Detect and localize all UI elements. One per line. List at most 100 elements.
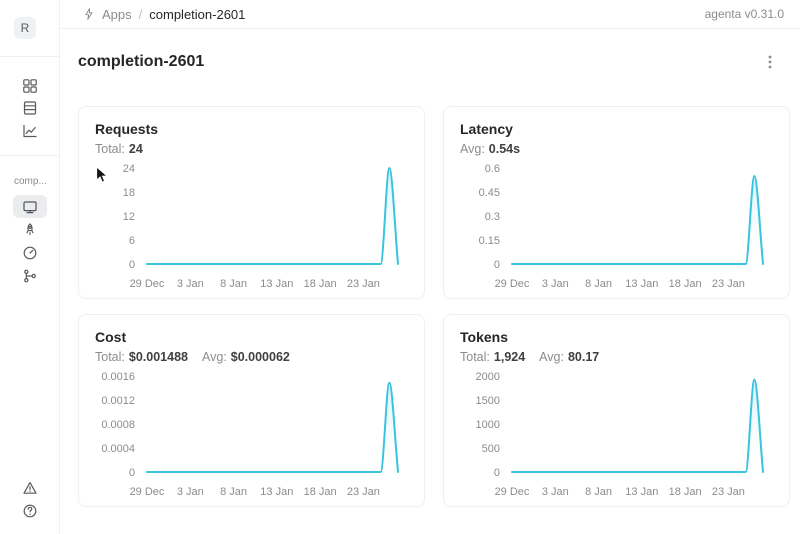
stat-value: $0.000062 [230, 350, 290, 364]
y-tick-label: 0 [129, 467, 135, 479]
traces-tree-icon[interactable] [22, 268, 38, 284]
breadcrumb-apps-link[interactable]: Apps [82, 7, 132, 22]
x-tick-label: 13 Jan [260, 486, 293, 498]
chart-line [146, 381, 399, 473]
stat-label: Total: [95, 350, 125, 364]
y-tick-label: 0 [494, 259, 500, 271]
stat: Avg: 80.17 [539, 348, 599, 366]
stat: Total: 24 [95, 140, 143, 158]
avatar-initial: R [20, 21, 30, 35]
card-stats: Avg: 0.54s [460, 140, 773, 158]
card-title: Cost [95, 329, 127, 345]
avatar[interactable]: R [14, 17, 36, 39]
x-tick-label: 23 Jan [347, 486, 380, 498]
y-tick-label: 24 [123, 163, 135, 175]
chart-line [511, 378, 764, 473]
breadcrumb: Apps / completion-2601 [82, 7, 245, 22]
x-tick-label: 3 Jan [177, 278, 204, 290]
x-tick-label: 13 Jan [260, 278, 293, 290]
app-version-label: agenta v0.31.0 [704, 7, 784, 21]
overview-monitor-icon [23, 200, 37, 213]
stat-value: 80.17 [567, 350, 600, 364]
y-tick-label: 500 [482, 443, 500, 455]
y-tick-label: 0.0004 [101, 443, 135, 455]
stat-label: Avg: [539, 350, 564, 364]
stat-value: 24 [128, 142, 143, 156]
stat-label: Avg: [460, 142, 485, 156]
tokens-card: Tokens Total: 1,924 Avg: 80.17 0 500 1000 1500… [443, 314, 790, 507]
x-tick-label: 23 Jan [712, 278, 745, 290]
alert-triangle-icon[interactable] [22, 480, 38, 496]
card-stats: Total: $0.001488 Avg: $0.000062 [95, 348, 408, 366]
testsets-rows-icon[interactable] [22, 100, 38, 116]
observability-trend-icon[interactable] [22, 123, 38, 139]
chart-area-fill [147, 168, 398, 264]
y-tick-label: 18 [123, 187, 135, 199]
latency-card: Latency Avg: 0.54s 0 0.15 0.3 0.45 0.6 29 Dec 3… [443, 106, 790, 299]
sidebar-divider [0, 155, 60, 156]
y-tick-label: 0.15 [479, 235, 500, 247]
x-tick-label: 3 Jan [177, 486, 204, 498]
x-tick-label: 3 Jan [542, 486, 569, 498]
chart-area-fill [147, 382, 398, 472]
x-tick-label: 8 Jan [585, 486, 612, 498]
x-tick-label: 13 Jan [625, 486, 658, 498]
stat-value: 0.54s [488, 142, 521, 156]
x-tick-label: 18 Jan [669, 278, 702, 290]
chart-line [511, 175, 764, 265]
chart-host: 0 500 1000 1500 2000 29 Dec 3 Jan 8 Jan 13 Jan 18… [460, 369, 773, 509]
y-tick-label: 0.6 [485, 163, 500, 175]
x-tick-label: 3 Jan [542, 278, 569, 290]
stat: Total: $0.001488 [95, 348, 188, 366]
card-title: Latency [460, 121, 513, 137]
stat-value: 1,924 [493, 350, 526, 364]
requests-line-chart[interactable]: 0 6 12 18 24 29 Dec 3 Jan 8 Jan 13 Jan 18 Jan 23 J… [95, 161, 410, 301]
x-tick-label: 8 Jan [585, 278, 612, 290]
y-tick-label: 0 [129, 259, 135, 271]
sidebar-item-overview-selected[interactable] [13, 195, 47, 218]
evaluations-gauge-icon[interactable] [22, 245, 38, 261]
x-tick-label: 29 Dec [495, 486, 530, 498]
card-title: Requests [95, 121, 159, 137]
cost-card: Cost Total: $0.001488 Avg: $0.000062 0 0.000… [78, 314, 425, 507]
cost-line-chart[interactable]: 0 0.0004 0.0008 0.0012 0.0016 29 Dec 3 Jan 8 Ja… [95, 369, 410, 509]
page-title: completion-2601 [78, 53, 205, 70]
latency-line-chart[interactable]: 0 0.15 0.3 0.45 0.6 29 Dec 3 Jan 8 Jan 13 Jan 18 … [460, 161, 775, 301]
apps-grid-icon[interactable] [22, 78, 38, 94]
x-tick-label: 8 Jan [220, 278, 247, 290]
x-tick-label: 29 Dec [495, 278, 530, 290]
tokens-line-chart[interactable]: 0 500 1000 1500 2000 29 Dec 3 Jan 8 Jan 13 Jan 18… [460, 369, 775, 509]
y-tick-label: 0.0008 [101, 419, 135, 431]
y-tick-label: 0 [494, 467, 500, 479]
chart-host: 0 6 12 18 24 29 Dec 3 Jan 8 Jan 13 Jan 18 Jan 23 J… [95, 161, 408, 301]
chart-host: 0 0.0004 0.0008 0.0012 0.0016 29 Dec 3 Jan 8 Ja… [95, 369, 408, 509]
kebab-menu-icon[interactable] [762, 54, 778, 70]
chart-host: 0 0.15 0.3 0.45 0.6 29 Dec 3 Jan 8 Jan 13 Jan 18 … [460, 161, 773, 301]
y-tick-label: 0.0012 [101, 395, 135, 407]
sidebar-divider [0, 56, 60, 57]
page-title-row: completion-2601 [78, 53, 800, 71]
sidebar: R comp... [0, 0, 60, 534]
workspace-label: comp... [14, 176, 47, 187]
y-tick-label: 12 [123, 211, 135, 223]
card-title: Tokens [460, 329, 508, 345]
breadcrumb-current: completion-2601 [149, 6, 246, 22]
x-tick-label: 29 Dec [130, 278, 165, 290]
x-tick-label: 29 Dec [130, 486, 165, 498]
y-tick-label: 0.3 [485, 211, 500, 223]
chart-line [146, 167, 399, 265]
card-stats: Total: 24 [95, 140, 408, 158]
chart-area-fill [512, 379, 763, 472]
x-tick-label: 13 Jan [625, 278, 658, 290]
deployments-rocket-icon[interactable] [22, 222, 38, 238]
lightning-icon [85, 8, 93, 20]
stat-label: Total: [460, 350, 490, 364]
stat-label: Total: [95, 142, 125, 156]
stat: Avg: $0.000062 [202, 348, 290, 366]
top-header: Apps / completion-2601 agenta v0.31.0 [60, 0, 800, 29]
x-tick-label: 8 Jan [220, 486, 247, 498]
x-tick-label: 23 Jan [712, 486, 745, 498]
y-tick-label: 1500 [476, 395, 500, 407]
help-icon[interactable] [22, 503, 38, 519]
chart-area-fill [512, 176, 763, 264]
